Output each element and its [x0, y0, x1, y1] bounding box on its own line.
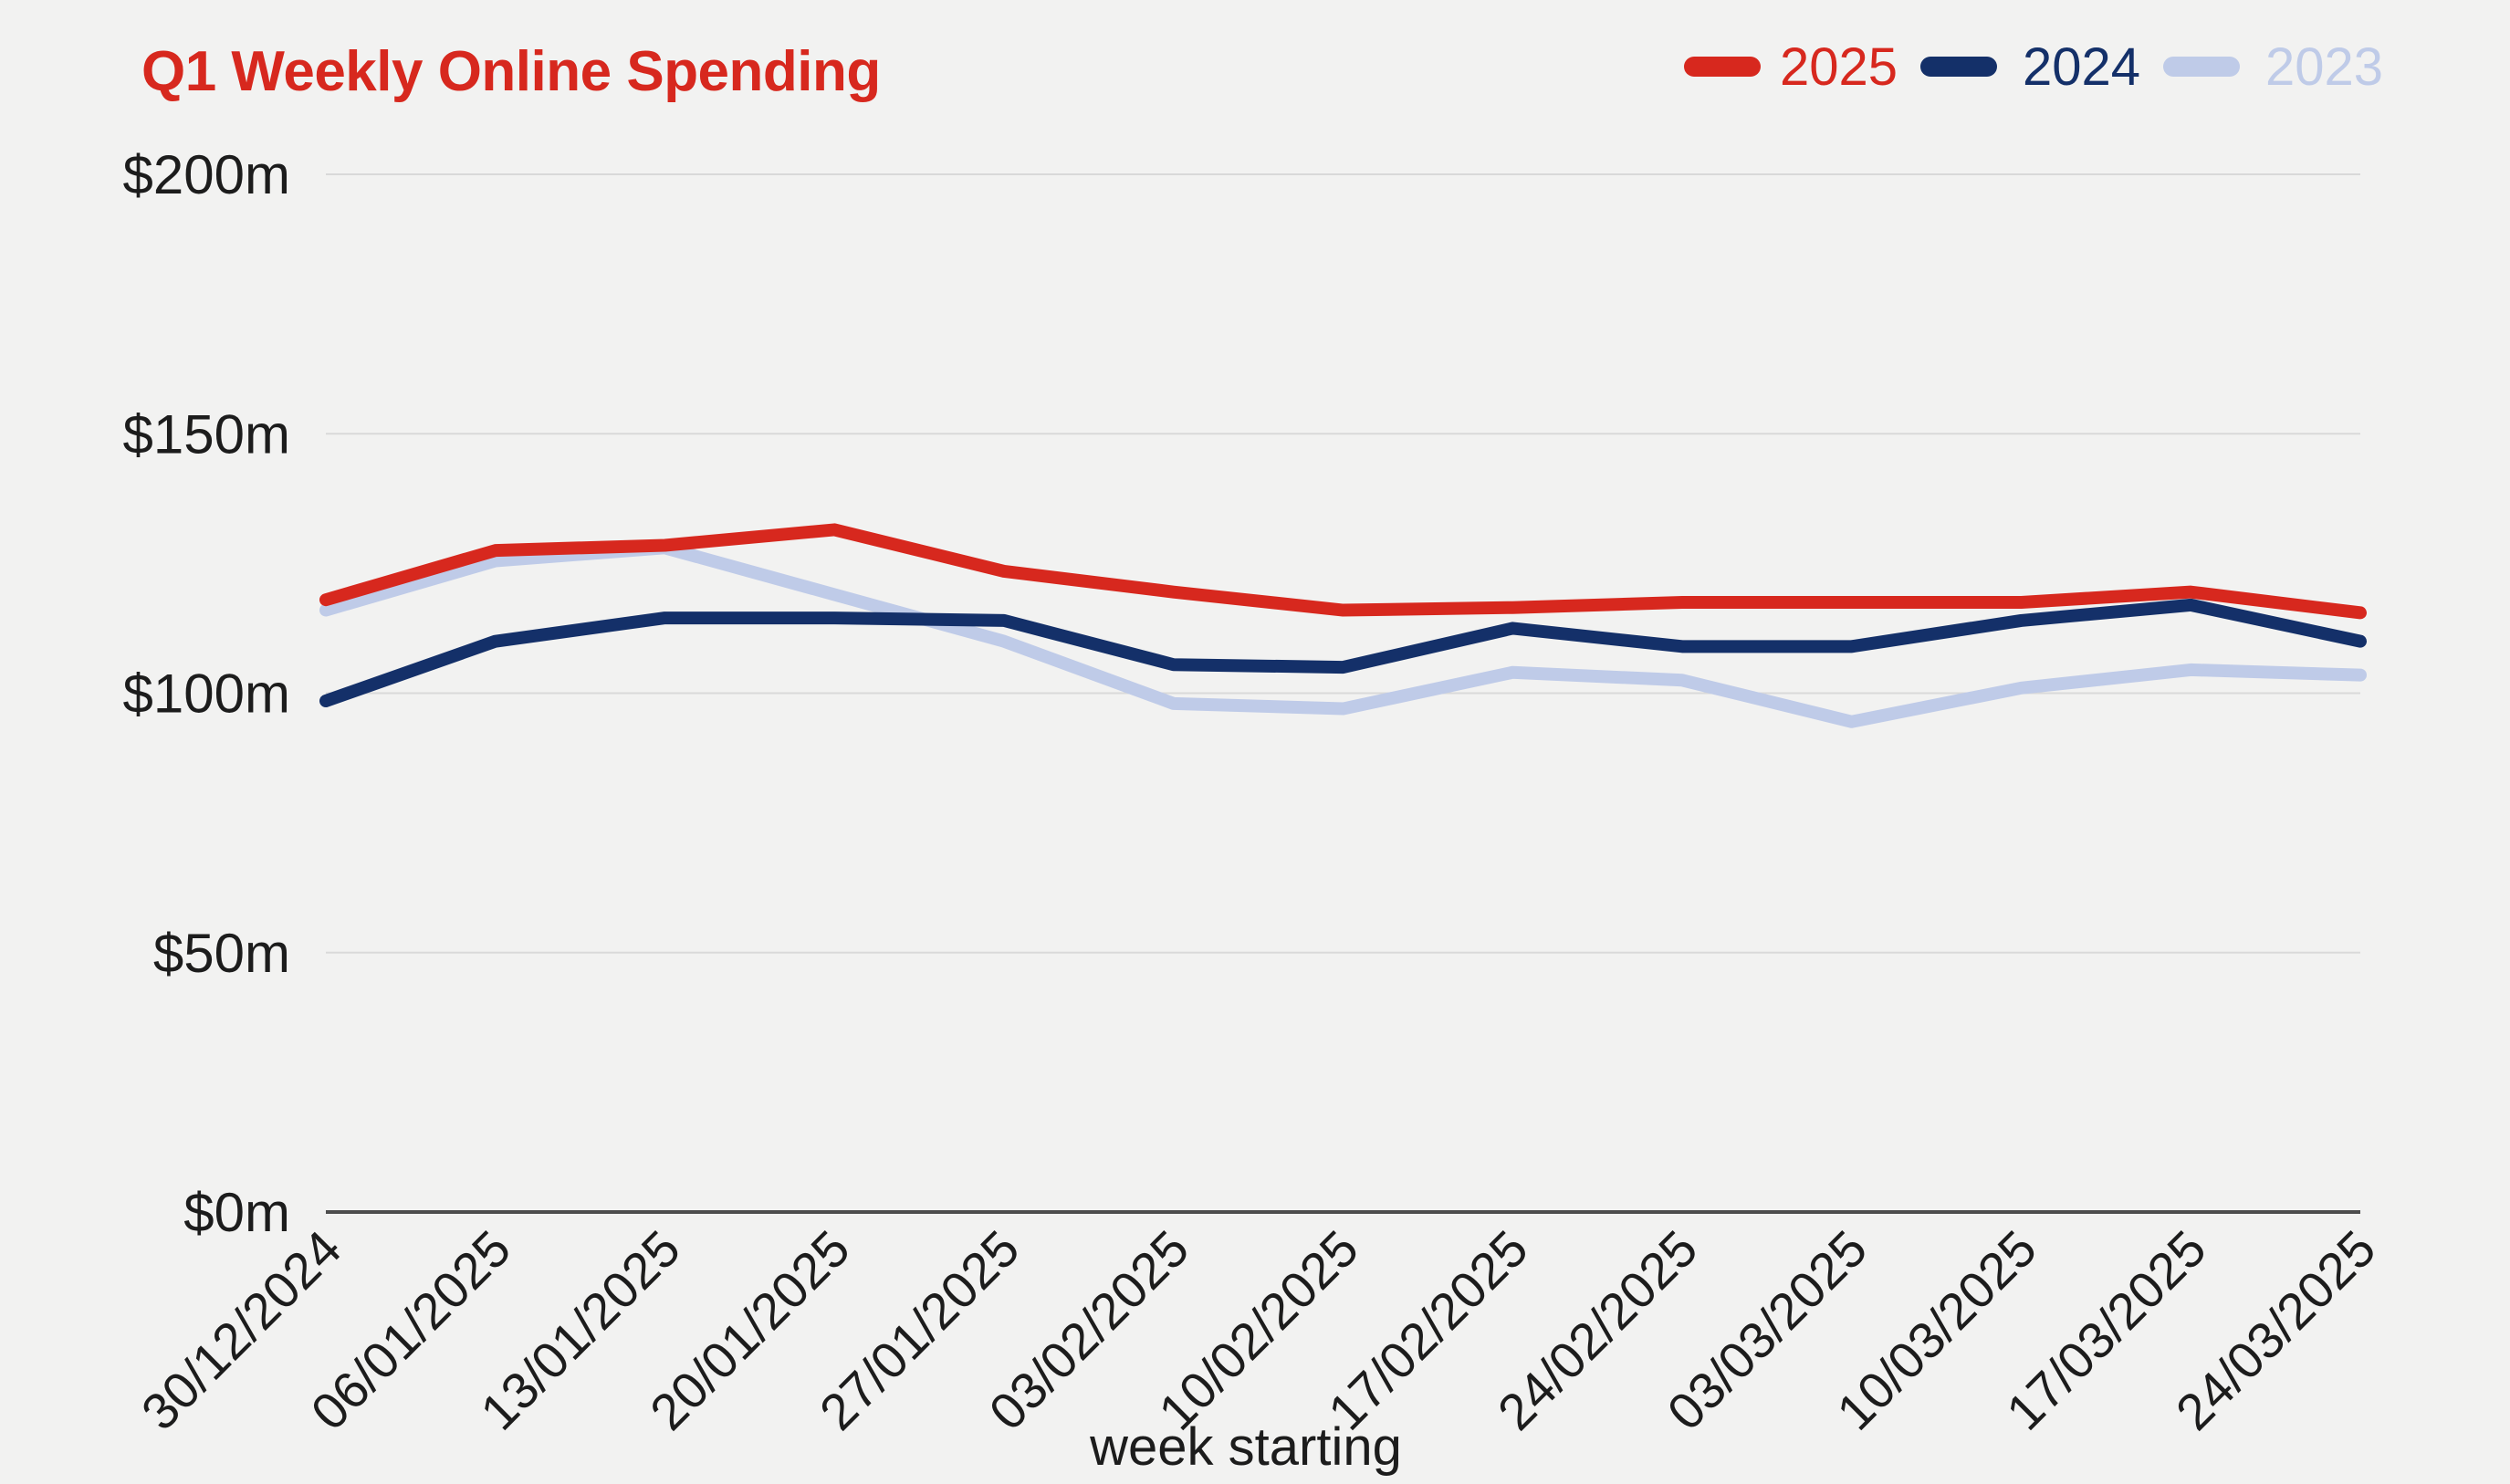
- legend-label-2025: 2025: [1780, 37, 1898, 97]
- legend-label-2023: 2023: [2265, 37, 2383, 97]
- legend-swatch-2024: [1920, 57, 1997, 77]
- series-lines: [319, 523, 2367, 728]
- gridlines: [326, 173, 2360, 1214]
- y-tick-label: $50m: [153, 923, 290, 984]
- series-line-2024: [319, 598, 2367, 708]
- chart-title: Q1 Weekly Online Spending: [141, 40, 881, 103]
- legend-swatch-2025: [1684, 57, 1761, 77]
- legend-swatch-2023: [2163, 57, 2240, 77]
- y-tick-label: $0m: [183, 1182, 290, 1243]
- x-axis-title: week starting: [1089, 1417, 1402, 1477]
- y-tick-label: $150m: [123, 403, 290, 465]
- y-tick-label: $100m: [123, 664, 290, 725]
- legend-label-2024: 2024: [2023, 37, 2140, 97]
- series-line-2023: [319, 541, 2367, 728]
- legend: 2025 2024 2023: [1684, 37, 2383, 97]
- y-tick-label: $200m: [123, 144, 290, 205]
- series-line-2025: [319, 523, 2367, 620]
- x-axis-labels: 30/12/202406/01/202513/01/202520/01/2025…: [131, 1219, 2387, 1441]
- y-axis-labels: $0m $50m $100m $150m $200m: [123, 144, 290, 1243]
